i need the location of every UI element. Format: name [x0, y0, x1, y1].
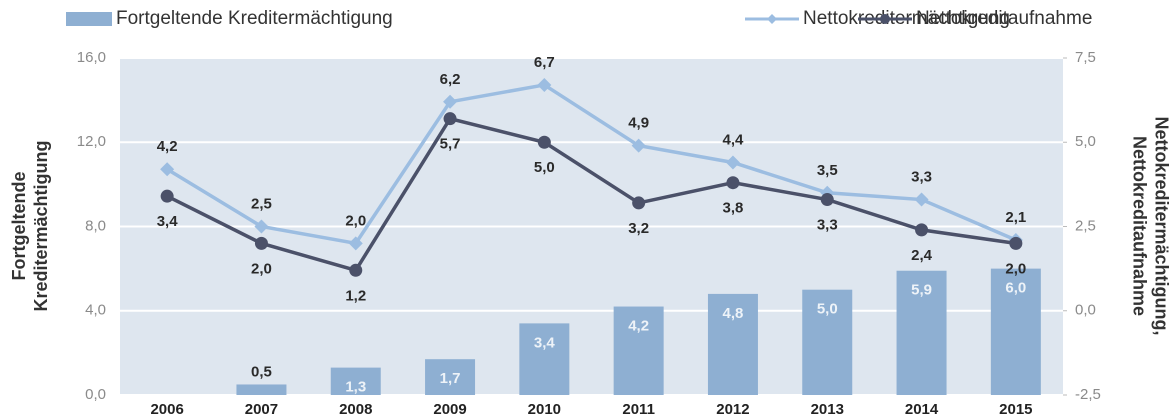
bar-value-label: 6,0: [1005, 280, 1026, 297]
line-value-label: 4,9: [628, 115, 649, 132]
y-tick-label: 16,0: [77, 49, 106, 66]
bar-value-label: 1,7: [440, 370, 461, 387]
line-value-label: 2,0: [345, 212, 366, 229]
line: [166, 116, 1017, 273]
line-value-label: 1,2: [345, 287, 366, 304]
y-tick-label: 0,0: [85, 386, 106, 403]
x-tick-label: 2014: [905, 401, 939, 418]
y2-tick-label: 0,0: [1075, 302, 1096, 319]
bar: [425, 359, 476, 395]
bar: [707, 293, 758, 395]
line-value-label: 6,7: [534, 54, 555, 71]
y2-tick-label: -2,5: [1075, 386, 1101, 403]
line-marker: [254, 219, 269, 234]
y2-tick-label: 7,5: [1075, 49, 1096, 66]
line: [166, 83, 1017, 246]
line-value-label: 3,4: [157, 213, 179, 230]
line-marker: [254, 236, 268, 250]
y2-tick-label: 2,5: [1075, 217, 1096, 234]
y-tick-label: 8,0: [85, 217, 106, 234]
x-tick-label: 2006: [150, 401, 183, 418]
line-marker: [160, 162, 175, 177]
line-marker: [820, 193, 834, 207]
line-marker: [443, 112, 457, 126]
y-tick-label: 12,0: [77, 133, 106, 150]
line-marker: [725, 155, 740, 170]
bar: [802, 289, 853, 395]
line-value-label: 3,5: [817, 162, 838, 179]
x-tick-label: 2010: [528, 401, 561, 418]
bar-value-label: 4,2: [628, 318, 649, 335]
line-marker: [443, 94, 458, 109]
bar: [236, 384, 287, 395]
line-marker: [631, 138, 646, 153]
line-value-label: 2,1: [1005, 209, 1026, 226]
line-value-label: 2,4: [911, 247, 933, 264]
bar: [330, 367, 381, 395]
legend-marker: [767, 14, 777, 24]
line-marker: [537, 135, 551, 149]
bar-value-label: 3,4: [534, 334, 556, 351]
line-value-label: 6,2: [440, 71, 461, 88]
legend-marker: [880, 14, 890, 24]
bar-value-label: 4,8: [723, 305, 744, 322]
line-marker: [349, 263, 363, 277]
bar-value-label: 1,3: [345, 379, 366, 396]
line-marker: [160, 189, 174, 203]
line-value-label: 2,5: [251, 195, 272, 212]
line-marker: [914, 192, 929, 207]
line-value-label: 4,4: [723, 131, 745, 148]
y-axis-label-line: Kreditermächtigung: [31, 140, 51, 311]
line-value-label: 3,3: [911, 169, 932, 186]
x-tick-label: 2015: [999, 401, 1032, 418]
line-value-label: 3,3: [817, 217, 838, 234]
line-value-label: 5,0: [534, 159, 555, 176]
y-axis-label-line: Fortgeltende: [9, 171, 29, 280]
x-tick-label: 2009: [433, 401, 466, 418]
y2-axis-label-line: Nettokreditermächtigung,: [1151, 116, 1171, 335]
line-marker: [348, 236, 363, 251]
legend-swatch: [66, 12, 112, 26]
y-axis-label: Fortgeltende Kreditermächtigung: [9, 140, 51, 311]
x-tick-label: 2011: [622, 401, 655, 418]
bar-value-label: 0,5: [251, 363, 272, 380]
line-value-label: 3,8: [723, 200, 744, 217]
x-tick-label: 2013: [811, 401, 844, 418]
line-value-label: 3,2: [628, 220, 649, 237]
bar: [519, 323, 570, 395]
line-value-label: 2,0: [1005, 260, 1026, 277]
y2-tick-label: 5,0: [1075, 133, 1096, 150]
x-tick-label: 2007: [245, 401, 278, 418]
bar: [990, 268, 1041, 395]
line-marker: [1009, 236, 1023, 250]
line-value-label: 5,7: [440, 136, 461, 153]
y-tick-label: 4,0: [85, 302, 106, 319]
x-tick-label: 2008: [339, 401, 372, 418]
bar: [896, 270, 947, 395]
line-value-label: 2,0: [251, 260, 272, 277]
line-marker: [726, 176, 740, 190]
line-marker: [632, 196, 646, 210]
line-marker: [915, 223, 929, 237]
line-marker: [537, 77, 552, 92]
y2-axis-label-line: Nettokreditaufnahme: [1129, 136, 1149, 316]
bar: [613, 306, 664, 395]
bar-value-label: 5,9: [911, 282, 932, 299]
x-tick-label: 2012: [716, 401, 749, 418]
legend-label: Fortgeltende Kreditermächtigung: [116, 8, 393, 29]
bar-value-label: 5,0: [817, 301, 838, 318]
legend-label: Nettokreditaufnahme: [916, 8, 1092, 29]
y2-axis-label: Nettokreditermächtigung, Nettokreditaufn…: [1129, 116, 1171, 335]
line-value-label: 4,2: [157, 138, 178, 155]
